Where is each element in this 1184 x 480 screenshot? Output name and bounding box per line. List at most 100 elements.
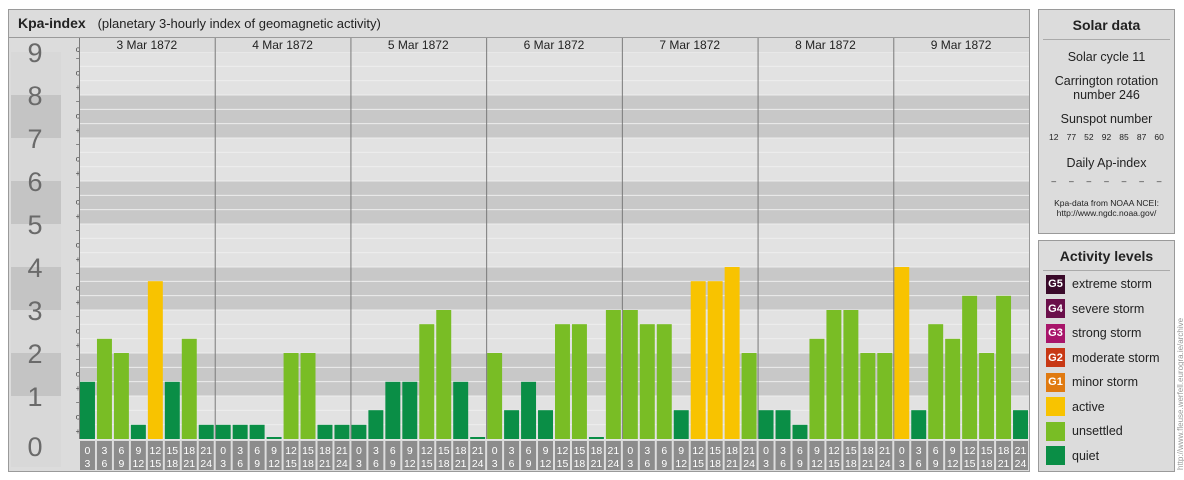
level-swatch: G4 [1046,299,1065,318]
hour-end-label: 6 [780,458,786,470]
hour-cell [470,441,486,470]
kpa-bar [673,410,689,439]
hour-start-label: 12 [557,445,569,457]
y-minor-label: − [76,54,81,63]
y-minor-label: o [76,198,81,207]
level-label: moderate storm [1072,350,1160,365]
kpa-bar [453,381,469,439]
hour-cell [266,441,282,470]
kpa-bar [843,310,859,439]
hour-start-label: 3 [644,445,650,457]
hour-end-label: 3 [220,458,226,470]
hour-cell [724,441,740,470]
hour-cell [809,441,825,470]
kpa-bar [181,338,197,439]
day-label: 8 Mar 1872 [795,38,856,52]
hour-cell [605,441,621,470]
carrington-rotation: Carrington rotation number 246 [1054,74,1159,102]
hour-start-label: 15 [981,445,993,457]
hour-end-label: 15 [964,458,976,470]
hour-end-label: 9 [661,458,667,470]
hour-end-label: 15 [828,458,840,470]
hour-start-label: 6 [390,445,396,457]
hour-end-label: 3 [763,458,769,470]
hour-end-label: 6 [102,458,108,470]
level-swatch: G2 [1046,348,1065,367]
kpa-bar [538,410,553,439]
hour-start-label: 12 [421,445,433,457]
hour-start-label: 18 [455,445,467,457]
side-credit: http://www.fleuse.werfell.eurogra.ie/arc… [1176,317,1184,470]
hour-cell [521,441,537,470]
grid-band [79,267,1029,310]
hour-start-label: 18 [183,445,195,457]
hour-end-label: 24 [608,458,620,470]
hour-cell [656,441,672,470]
grid-band [79,181,1029,224]
ap-values: – – – – – – – [1045,176,1168,186]
hour-start-label: 15 [574,445,586,457]
hour-end-label: 18 [302,458,314,470]
kpa-bar [996,295,1012,439]
y-minor-label: + [76,212,81,221]
hour-cell [741,441,757,470]
kpa-bar [317,424,333,439]
hour-cell [351,441,367,470]
y-tick-label: 8 [27,81,42,111]
kpa-bar [1013,410,1028,439]
hour-start-label: 12 [964,445,976,457]
y-minor-label: − [76,398,81,407]
ap-value: – [1139,176,1144,186]
hour-cell [707,441,723,470]
y-axis-band [11,52,61,95]
hour-cell [215,441,231,470]
hour-cell [979,441,995,470]
hour-cell [487,441,503,470]
kpa-bar [80,381,95,439]
kpa-bar [911,410,927,439]
y-minor-label: + [76,384,81,393]
level-item: G1 minor storm [1046,372,1138,392]
level-label: strong storm [1072,326,1142,340]
hour-end-label: 18 [574,458,586,470]
hour-end-label: 24 [336,458,348,470]
y-tick-label: 2 [27,339,42,369]
hour-start-label: 6 [118,445,124,457]
hour-start-label: 9 [135,445,141,457]
hour-end-label: 21 [591,458,603,470]
level-swatch [1046,397,1065,416]
divider [1043,270,1170,271]
kpa-bar [724,267,740,439]
kpa-bar [487,353,503,439]
hour-end-label: 3 [356,458,362,470]
hour-start-label: 12 [285,445,297,457]
divider [1043,39,1170,40]
hour-cell [843,441,859,470]
kpa-bar [521,381,537,439]
kpa-bar [402,381,418,439]
hour-end-label: 24 [1015,458,1027,470]
hour-end-label: 6 [373,458,379,470]
hour-cell [538,441,553,470]
y-minor-label: − [76,226,81,235]
level-item: quiet [1046,446,1099,466]
hour-start-label: 3 [102,445,108,457]
hour-end-label: 18 [709,458,721,470]
sunspot-value: 92 [1101,132,1112,142]
hour-end-label: 3 [85,458,91,470]
hour-start-label: 21 [879,445,891,457]
y-axis-band [11,138,61,181]
hour-start-label: 6 [661,445,667,457]
hour-start-label: 18 [726,445,738,457]
hour-start-label: 0 [85,445,91,457]
hour-start-label: 9 [543,445,549,457]
level-label: quiet [1072,448,1100,463]
y-minor-label: + [76,427,81,436]
sunspot-value: 77 [1066,132,1077,142]
hour-end-label: 15 [692,458,704,470]
hour-start-label: 3 [509,445,515,457]
hour-start-label: 9 [407,445,413,457]
hour-start-label: 6 [933,445,939,457]
kpa-bar [622,310,638,439]
y-axis-band [11,396,61,439]
